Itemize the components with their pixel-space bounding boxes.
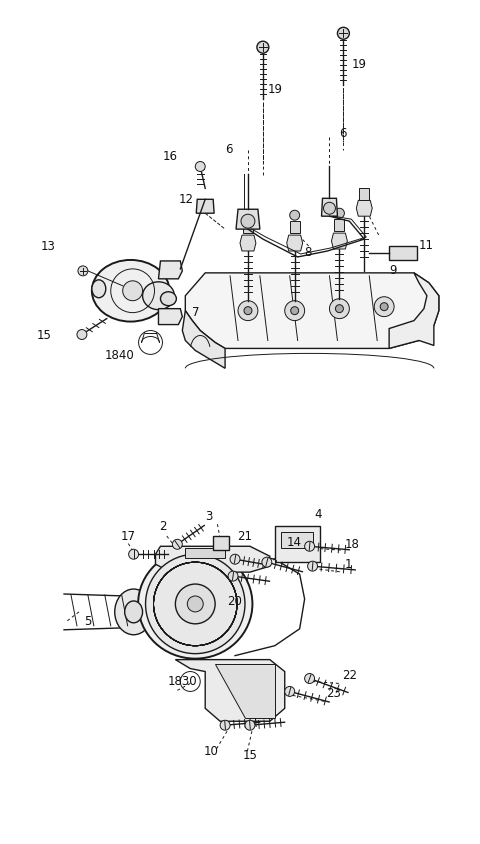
Circle shape bbox=[285, 300, 305, 321]
Polygon shape bbox=[240, 235, 256, 251]
Circle shape bbox=[145, 555, 245, 653]
Ellipse shape bbox=[125, 601, 143, 623]
Bar bbox=[275, 527, 320, 562]
Polygon shape bbox=[175, 660, 285, 722]
Bar bbox=[281, 533, 312, 549]
Bar bbox=[213, 536, 229, 550]
Circle shape bbox=[308, 561, 318, 571]
Text: 15: 15 bbox=[243, 749, 258, 761]
Polygon shape bbox=[182, 311, 225, 368]
Circle shape bbox=[228, 571, 238, 581]
Circle shape bbox=[245, 720, 255, 730]
Text: 1830: 1830 bbox=[168, 675, 197, 688]
Circle shape bbox=[187, 596, 203, 612]
Text: 2: 2 bbox=[159, 520, 167, 533]
Circle shape bbox=[78, 266, 88, 276]
Polygon shape bbox=[158, 261, 182, 279]
Polygon shape bbox=[322, 198, 337, 216]
Circle shape bbox=[220, 720, 230, 730]
Polygon shape bbox=[156, 546, 270, 572]
Circle shape bbox=[285, 686, 295, 696]
Polygon shape bbox=[389, 273, 439, 349]
Polygon shape bbox=[287, 235, 302, 251]
Text: 15: 15 bbox=[36, 329, 51, 342]
Circle shape bbox=[238, 300, 258, 321]
Circle shape bbox=[243, 210, 253, 220]
Polygon shape bbox=[332, 233, 348, 249]
Circle shape bbox=[129, 549, 139, 560]
Bar bbox=[389, 246, 417, 260]
Text: 14: 14 bbox=[287, 536, 302, 549]
Circle shape bbox=[172, 539, 182, 549]
Text: 19: 19 bbox=[268, 84, 283, 96]
Text: 20: 20 bbox=[227, 596, 242, 609]
Bar bbox=[243, 221, 253, 233]
Text: 10: 10 bbox=[203, 744, 218, 758]
Text: 5: 5 bbox=[84, 615, 91, 628]
Text: 8: 8 bbox=[305, 246, 312, 259]
Text: 23: 23 bbox=[326, 687, 341, 700]
Text: 1: 1 bbox=[344, 558, 352, 571]
Ellipse shape bbox=[115, 589, 153, 635]
Text: 22: 22 bbox=[342, 669, 358, 682]
Circle shape bbox=[241, 214, 255, 228]
Circle shape bbox=[262, 557, 272, 567]
Bar bbox=[290, 221, 300, 233]
Circle shape bbox=[257, 41, 269, 53]
Circle shape bbox=[335, 208, 344, 219]
Text: 19: 19 bbox=[351, 57, 366, 71]
Text: 17: 17 bbox=[120, 530, 136, 543]
Text: 3: 3 bbox=[205, 510, 213, 523]
Text: 13: 13 bbox=[41, 240, 56, 252]
Text: 6: 6 bbox=[225, 143, 233, 156]
Circle shape bbox=[305, 674, 314, 684]
Ellipse shape bbox=[92, 260, 169, 322]
Polygon shape bbox=[356, 200, 372, 216]
Circle shape bbox=[195, 161, 205, 171]
Circle shape bbox=[329, 299, 349, 318]
Text: 21: 21 bbox=[237, 530, 252, 543]
Ellipse shape bbox=[160, 292, 176, 306]
Text: 4: 4 bbox=[314, 508, 322, 521]
Text: 6: 6 bbox=[339, 127, 347, 140]
Text: 18: 18 bbox=[344, 538, 359, 551]
Circle shape bbox=[175, 584, 215, 624]
Bar bbox=[185, 549, 225, 558]
Bar bbox=[360, 188, 369, 200]
Bar bbox=[335, 219, 344, 231]
Circle shape bbox=[305, 541, 314, 551]
Polygon shape bbox=[236, 209, 260, 229]
Circle shape bbox=[244, 306, 252, 315]
Ellipse shape bbox=[92, 280, 106, 298]
Text: 9: 9 bbox=[389, 264, 396, 278]
Circle shape bbox=[324, 203, 336, 214]
Circle shape bbox=[374, 297, 394, 316]
Circle shape bbox=[291, 306, 299, 315]
Polygon shape bbox=[185, 273, 439, 349]
Circle shape bbox=[123, 281, 143, 300]
Text: 12: 12 bbox=[179, 192, 193, 206]
Polygon shape bbox=[196, 199, 214, 214]
Circle shape bbox=[380, 303, 388, 311]
Circle shape bbox=[337, 27, 349, 39]
Text: 16: 16 bbox=[162, 150, 178, 163]
Ellipse shape bbox=[143, 282, 174, 310]
Text: 11: 11 bbox=[419, 239, 434, 252]
Circle shape bbox=[290, 210, 300, 220]
Circle shape bbox=[230, 555, 240, 564]
Circle shape bbox=[77, 329, 87, 339]
Text: 1840: 1840 bbox=[105, 349, 134, 362]
Polygon shape bbox=[158, 309, 182, 325]
Ellipse shape bbox=[138, 549, 252, 658]
Polygon shape bbox=[215, 663, 275, 718]
Text: 7: 7 bbox=[192, 306, 200, 319]
Circle shape bbox=[336, 305, 343, 312]
